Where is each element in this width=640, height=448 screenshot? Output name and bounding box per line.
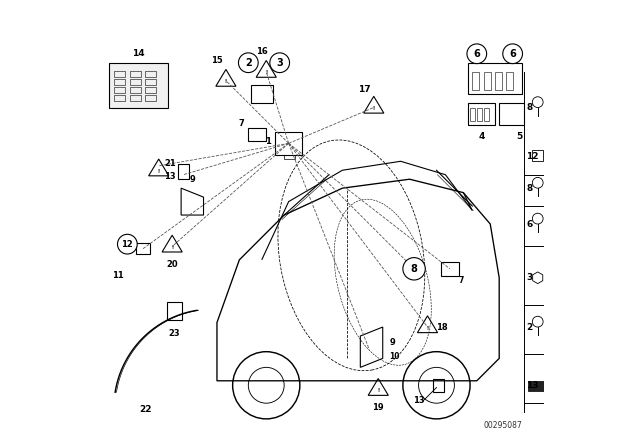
Text: 11: 11 <box>113 271 124 280</box>
Text: 2: 2 <box>245 58 252 68</box>
Text: 7: 7 <box>459 276 464 284</box>
Circle shape <box>467 44 486 64</box>
Bar <box>114 95 125 101</box>
Text: 8: 8 <box>526 103 532 112</box>
Circle shape <box>270 53 289 73</box>
Bar <box>477 108 482 121</box>
Text: 2: 2 <box>526 323 532 332</box>
Bar <box>484 108 489 121</box>
Text: 10: 10 <box>389 352 400 361</box>
Text: 21: 21 <box>164 159 176 168</box>
Text: 18: 18 <box>436 323 448 332</box>
Bar <box>248 128 266 141</box>
Text: 8: 8 <box>411 264 417 274</box>
Text: 17: 17 <box>358 85 371 94</box>
Bar <box>130 71 141 77</box>
Text: 13: 13 <box>164 172 176 181</box>
Text: 6: 6 <box>509 49 516 59</box>
Bar <box>441 262 459 276</box>
Text: 9: 9 <box>389 338 395 347</box>
Text: 6: 6 <box>526 220 532 228</box>
Bar <box>109 63 168 108</box>
Text: !: ! <box>265 70 268 75</box>
Text: !: ! <box>377 388 380 393</box>
Bar <box>136 243 150 254</box>
Bar <box>484 72 491 90</box>
Bar <box>472 72 479 90</box>
Text: !: ! <box>426 326 429 331</box>
Bar <box>130 79 141 85</box>
Text: 12: 12 <box>122 240 133 249</box>
Text: 19: 19 <box>372 403 384 412</box>
Bar <box>114 87 125 93</box>
Bar <box>275 132 302 155</box>
Bar <box>251 85 273 103</box>
Bar <box>468 63 522 94</box>
Text: 6: 6 <box>474 49 480 59</box>
Bar <box>114 71 125 77</box>
Text: 22: 22 <box>139 405 152 414</box>
Text: 8: 8 <box>526 184 532 193</box>
Circle shape <box>403 258 425 280</box>
Bar <box>532 150 543 161</box>
Circle shape <box>239 53 258 73</box>
Bar <box>433 379 444 392</box>
Bar <box>145 71 157 77</box>
Text: 13: 13 <box>526 381 539 390</box>
Bar <box>130 87 141 93</box>
Text: 4: 4 <box>478 132 484 141</box>
Bar <box>528 381 547 391</box>
Bar <box>130 95 141 101</box>
Bar <box>495 72 502 90</box>
Text: 20: 20 <box>166 260 178 269</box>
Bar <box>506 72 513 90</box>
Text: 9: 9 <box>189 175 195 184</box>
Text: 00295087: 00295087 <box>484 421 522 430</box>
Text: !: ! <box>157 169 160 174</box>
Text: !: ! <box>171 245 173 250</box>
Text: 14: 14 <box>132 49 145 58</box>
Text: 7: 7 <box>238 119 244 128</box>
Bar <box>145 87 157 93</box>
Bar <box>178 164 189 179</box>
Bar <box>145 79 157 85</box>
Text: 23: 23 <box>168 329 180 338</box>
Bar <box>114 79 125 85</box>
Text: !: ! <box>225 79 227 84</box>
Text: 13: 13 <box>413 396 424 405</box>
Circle shape <box>118 234 137 254</box>
Text: 1: 1 <box>265 137 271 146</box>
Text: 5: 5 <box>516 132 522 141</box>
Text: 16: 16 <box>256 47 268 56</box>
Text: 3: 3 <box>526 273 532 282</box>
Text: 3: 3 <box>276 58 283 68</box>
Bar <box>284 155 296 159</box>
Bar <box>166 302 182 320</box>
Text: 12: 12 <box>526 152 539 161</box>
Bar <box>145 95 157 101</box>
Bar <box>468 103 495 125</box>
Bar <box>470 108 475 121</box>
Circle shape <box>503 44 522 64</box>
Text: !: ! <box>372 106 375 111</box>
Text: 15: 15 <box>211 56 223 65</box>
Bar <box>499 103 524 125</box>
